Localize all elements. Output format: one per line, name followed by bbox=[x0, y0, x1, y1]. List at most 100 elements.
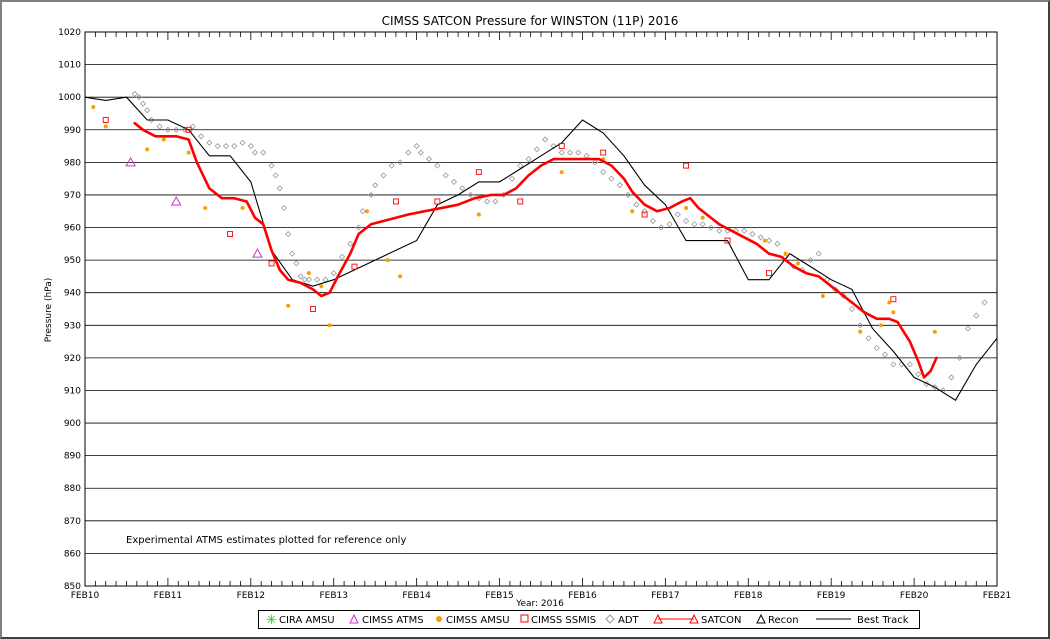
ssmis-point bbox=[475, 169, 482, 176]
amsu-point bbox=[887, 300, 892, 305]
adt-point bbox=[156, 123, 163, 130]
adt-point bbox=[272, 172, 279, 179]
adt-point bbox=[405, 149, 412, 156]
adt-point bbox=[139, 100, 147, 107]
amsu-point bbox=[161, 137, 166, 142]
legend-label-amsu: CIMSS AMSU bbox=[446, 615, 510, 626]
x-tick-label: FEB16 bbox=[568, 591, 597, 601]
adt-point bbox=[873, 345, 880, 352]
y-tick-label: 870 bbox=[64, 517, 81, 527]
x-tick-label: FEB13 bbox=[319, 591, 348, 601]
satcon-triangle-icon-2 bbox=[689, 613, 699, 624]
adt-point bbox=[699, 221, 706, 228]
adt-point bbox=[442, 172, 449, 179]
amsu-point bbox=[932, 329, 937, 334]
adt-point bbox=[305, 276, 312, 283]
atms-point bbox=[125, 156, 136, 167]
x-tick-label: FEB17 bbox=[651, 591, 680, 601]
adt-point bbox=[144, 107, 151, 114]
adt-point bbox=[222, 142, 230, 150]
legend-label-ssmis: CIMSS SSMIS bbox=[531, 615, 596, 626]
adt-point bbox=[666, 221, 673, 228]
ssmis-point bbox=[766, 270, 772, 277]
y-axis-ticks: 1020 1010 1000 990 980 970 960 950 940 930 920 910 9… bbox=[58, 28, 81, 592]
amsu-point bbox=[103, 124, 108, 129]
y-tick-label: 940 bbox=[64, 289, 81, 299]
adt-point bbox=[198, 133, 205, 140]
adt-point bbox=[413, 142, 420, 150]
adt-point bbox=[525, 156, 532, 163]
amsu-point bbox=[630, 209, 635, 214]
adt-point bbox=[459, 185, 466, 192]
amsu-point bbox=[306, 271, 311, 276]
adt-point bbox=[533, 146, 540, 153]
amsu-point bbox=[145, 147, 150, 152]
amsu-point bbox=[783, 251, 788, 256]
amsu-point bbox=[858, 329, 863, 334]
adt-point bbox=[915, 371, 922, 378]
adt-point bbox=[517, 162, 524, 169]
adt-point bbox=[301, 276, 308, 283]
amsu-point bbox=[327, 323, 332, 328]
y-tick-label: 1020 bbox=[58, 28, 81, 38]
x-tick-label: FEB19 bbox=[817, 591, 846, 601]
y-tick-label: 880 bbox=[64, 484, 81, 494]
adt-point bbox=[956, 354, 963, 361]
amsu-point bbox=[398, 274, 403, 279]
adt-point bbox=[214, 142, 221, 150]
adt-point bbox=[865, 335, 872, 342]
adt-point bbox=[396, 159, 404, 166]
adt-point bbox=[741, 227, 748, 234]
adt-point bbox=[674, 211, 681, 218]
amsu-point bbox=[891, 310, 896, 315]
amsu-point bbox=[286, 303, 291, 308]
adt-point bbox=[691, 221, 698, 228]
satcon-line bbox=[133, 121, 938, 379]
adt-point bbox=[380, 172, 387, 179]
adt-point bbox=[765, 237, 773, 244]
ssmis-point bbox=[351, 263, 358, 270]
atms-point bbox=[252, 248, 263, 258]
atms-triangle-icon bbox=[349, 613, 359, 624]
y-tick-label: 1000 bbox=[58, 93, 81, 103]
legend-label-atms: CIMSS ATMS bbox=[362, 615, 424, 626]
legend-label-best-track: Best Track bbox=[857, 615, 909, 626]
legend-label-satcon: SATCON bbox=[701, 615, 741, 626]
y-tick-label: 920 bbox=[64, 354, 81, 364]
x-tick-label: FEB15 bbox=[485, 591, 514, 601]
x-tick-label: FEB18 bbox=[734, 591, 763, 601]
adt-point bbox=[330, 270, 337, 277]
adt-point bbox=[434, 162, 441, 169]
amsu-point bbox=[385, 258, 390, 263]
amsu-point bbox=[878, 323, 883, 328]
adt-point bbox=[882, 351, 889, 358]
legend-item-best-track: Best Track bbox=[816, 615, 909, 626]
y-tick-label: 890 bbox=[64, 452, 81, 462]
adt-point bbox=[542, 136, 549, 143]
adt-point bbox=[624, 191, 632, 199]
y-tick-label: 990 bbox=[64, 126, 81, 136]
adt-point bbox=[633, 201, 640, 208]
adt-point bbox=[388, 162, 395, 169]
adt-point bbox=[131, 90, 138, 97]
adt-point bbox=[774, 240, 781, 247]
adt-point bbox=[239, 139, 246, 146]
adt-point bbox=[649, 217, 656, 225]
adt-point bbox=[372, 182, 379, 189]
adt-point bbox=[973, 312, 980, 319]
amsu-point bbox=[91, 104, 96, 109]
y-axis-label: Pressure (hPa) bbox=[44, 278, 54, 343]
ssmis-square-icon bbox=[520, 614, 529, 623]
legend-item-cimss-atms: CIMSS ATMS bbox=[349, 613, 424, 626]
amsu-point bbox=[559, 170, 564, 175]
best-track-line bbox=[84, 96, 998, 401]
adt-point bbox=[658, 224, 665, 231]
adt-point bbox=[231, 142, 238, 150]
adt-point bbox=[285, 230, 292, 238]
legend-label-recon: Recon bbox=[768, 615, 799, 626]
amsu-point bbox=[186, 150, 191, 155]
adt-point bbox=[600, 169, 607, 176]
legend-item-cimss-ssmis: CIMSS SSMIS bbox=[520, 614, 596, 626]
